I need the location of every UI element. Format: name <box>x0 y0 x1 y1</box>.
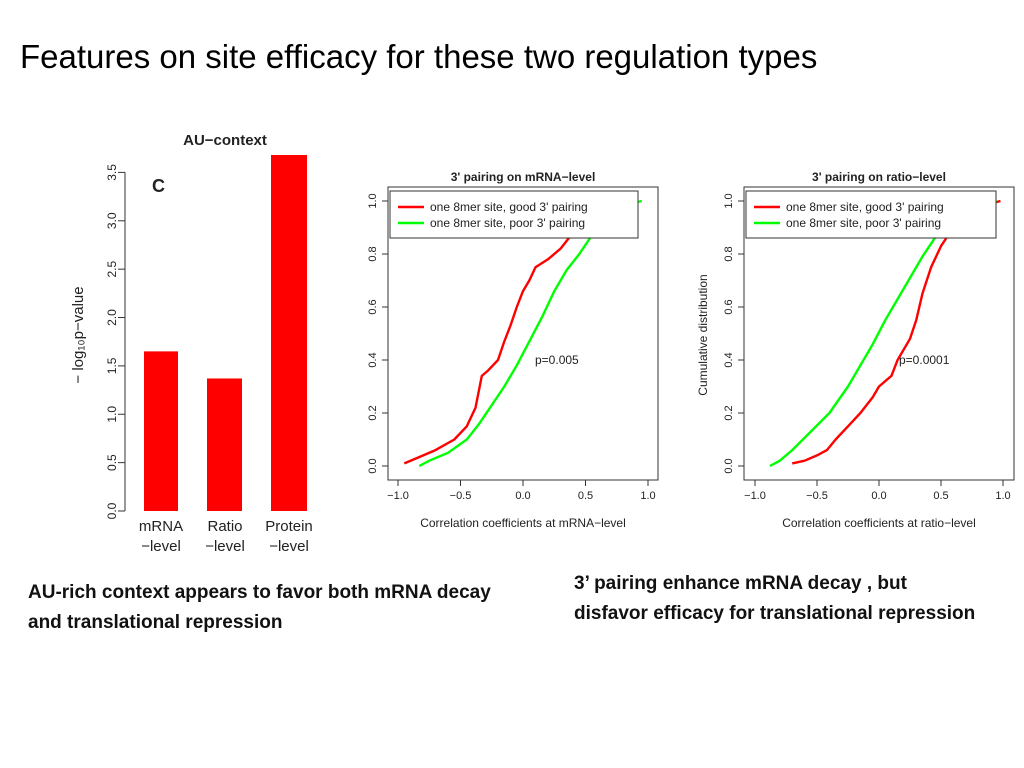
chart-title: 3' pairing on ratio−level <box>812 170 946 184</box>
y-tick-label: 3.0 <box>105 212 119 229</box>
legend-box <box>745 190 997 239</box>
bar-chart-au-context: AU−context C − log₁₀p−value 0.0 0.5 1.0 1.5 2.0… <box>70 132 313 555</box>
y-axis-label: − log₁₀p−value <box>70 286 87 383</box>
slide-title: Features on site efficacy for these two … <box>20 38 818 75</box>
chart-title: AU−context <box>183 132 267 149</box>
x-category-label: mRNA <box>139 518 183 535</box>
y-tick-label: 0.0 <box>105 502 119 519</box>
p-value-annotation: p=0.0001 <box>899 353 950 367</box>
x-category-label: −level <box>205 538 245 555</box>
y-tick-label: 1.0 <box>105 406 119 423</box>
y-tick-label: 0.8 <box>367 246 379 261</box>
x-axis-label: Correlation coefficients at mRNA−level <box>420 516 626 530</box>
cdf-chart-mrna-level: 3' pairing on mRNA−level 0.0 0.2 0.4 0.6 0.8 1… <box>367 170 659 530</box>
panel-label: C <box>152 176 165 196</box>
p-value-annotation: p=0.005 <box>535 353 579 367</box>
y-tick-label: 0.4 <box>367 352 379 367</box>
legend-box <box>389 190 639 239</box>
caption-3-pairing: 3’ pairing enhance mRNA decay , but disf… <box>574 573 976 624</box>
legend-label: one 8mer site, poor 3' pairing <box>430 216 585 230</box>
x-axis-label: Correlation coefficients at ratio−level <box>782 516 976 530</box>
x-tick-label: 0.5 <box>578 490 593 502</box>
chart-title: 3' pairing on mRNA−level <box>451 170 596 184</box>
y-axis-label: Cumulative distribution <box>696 274 710 395</box>
series-line-1 <box>769 199 998 468</box>
y-tick-label: 3.5 <box>105 164 119 181</box>
y-tick-label: 0.5 <box>105 454 119 471</box>
x-tick-label: 0.0 <box>515 490 530 502</box>
y-tick-label: 0.8 <box>723 246 735 261</box>
x-tick-label: −0.5 <box>450 490 472 502</box>
caption-au-rich-context: AU-rich context appears to favor both mR… <box>28 582 491 633</box>
y-tick-label: 2.5 <box>105 260 119 277</box>
y-tick-label: 2.0 <box>105 309 119 326</box>
x-tick-label: −0.5 <box>806 490 828 502</box>
x-category-label: Protein <box>265 518 313 535</box>
x-tick-label: −1.0 <box>744 490 766 502</box>
bar-1 <box>207 378 242 511</box>
cdf-chart-ratio-level: 3' pairing on ratio−level 0.0 0.2 0.4 0.6 0.8… <box>696 170 1015 530</box>
y-tick-label: 0.0 <box>723 458 735 473</box>
x-category-label: −level <box>269 538 309 555</box>
y-tick-label: 1.0 <box>723 193 735 208</box>
x-tick-label: 0.5 <box>933 490 948 502</box>
y-tick-label: 0.2 <box>367 405 379 420</box>
legend-label: one 8mer site, good 3' pairing <box>430 200 588 214</box>
legend-label: one 8mer site, poor 3' pairing <box>786 216 941 230</box>
bar-0 <box>144 351 178 511</box>
y-tick-label: 1.5 <box>105 357 119 374</box>
x-category-label: −level <box>141 538 181 555</box>
y-tick-label: 0.2 <box>723 405 735 420</box>
x-tick-label: 0.0 <box>871 490 886 502</box>
y-tick-label: 0.6 <box>723 299 735 314</box>
series-line-0 <box>791 199 1001 465</box>
y-tick-label: 0.6 <box>367 299 379 314</box>
y-tick-label: 1.0 <box>367 193 379 208</box>
x-tick-label: 1.0 <box>995 490 1010 502</box>
y-tick-label: 0.0 <box>367 458 379 473</box>
x-tick-label: −1.0 <box>387 490 409 502</box>
legend-label: one 8mer site, good 3' pairing <box>786 200 944 214</box>
x-tick-label: 1.0 <box>640 490 655 502</box>
bar-2 <box>271 155 307 511</box>
y-tick-label: 0.4 <box>723 352 735 367</box>
x-category-label: Ratio <box>207 518 242 535</box>
